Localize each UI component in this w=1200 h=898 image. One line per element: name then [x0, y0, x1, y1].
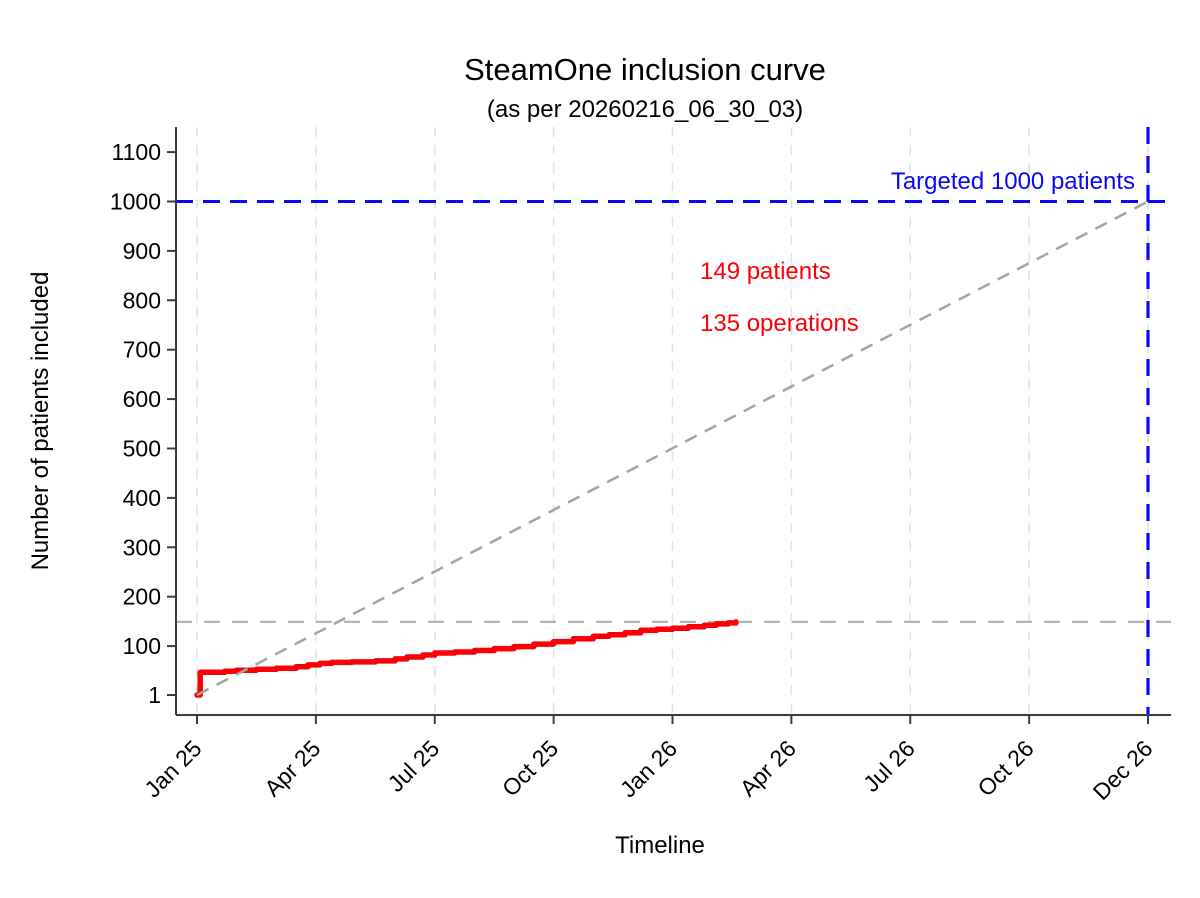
- x-tick-label: Oct 25: [497, 735, 563, 801]
- reference-lines-layer: [176, 127, 1171, 715]
- inclusion-curve-line: [194, 619, 739, 698]
- y-tick-label: 1000: [110, 188, 161, 214]
- y-tick-label: 600: [123, 386, 161, 412]
- target-trajectory-line: [196, 200, 1149, 697]
- x-tick-label: Oct 26: [972, 735, 1038, 801]
- x-tick-label: Jan 26: [615, 735, 682, 802]
- y-tick-label: 100: [123, 633, 161, 659]
- y-tick-label: 900: [123, 238, 161, 264]
- y-tick-label: 300: [123, 534, 161, 560]
- y-tick-label: 1100: [112, 139, 161, 165]
- chart-subtitle: (as per 20260216_06_30_03): [487, 96, 803, 123]
- y-axis-title: Number of patients included: [27, 272, 54, 571]
- x-tick-label: Jul 26: [858, 735, 920, 797]
- y-tick-label: 200: [123, 584, 161, 610]
- chart-title: SteamOne inclusion curve: [464, 52, 826, 87]
- x-tick-label: Jan 25: [139, 735, 206, 802]
- x-axis-title: Timeline: [615, 832, 705, 859]
- y-tick-label: 500: [123, 435, 161, 461]
- x-tick-label: Apr 25: [259, 735, 325, 801]
- y-tick-label: 700: [123, 337, 161, 363]
- operations-count-annotation: 135 operations: [700, 310, 859, 337]
- y-tick-label: 800: [123, 287, 161, 313]
- y-tick-label: 1: [148, 682, 161, 708]
- x-tick-label: Jul 25: [383, 735, 445, 797]
- patients-count-annotation: 149 patients: [700, 258, 831, 285]
- axes-layer: [167, 127, 1171, 724]
- x-tick-label: Dec 26: [1088, 735, 1158, 805]
- target-annotation: Targeted 1000 patients: [891, 168, 1135, 195]
- tick-labels-layer: 110020030040050060070080090010001100Jan …: [110, 139, 1158, 805]
- series-layer: [194, 200, 1149, 698]
- y-tick-label: 400: [123, 485, 161, 511]
- x-tick-label: Apr 26: [735, 735, 801, 801]
